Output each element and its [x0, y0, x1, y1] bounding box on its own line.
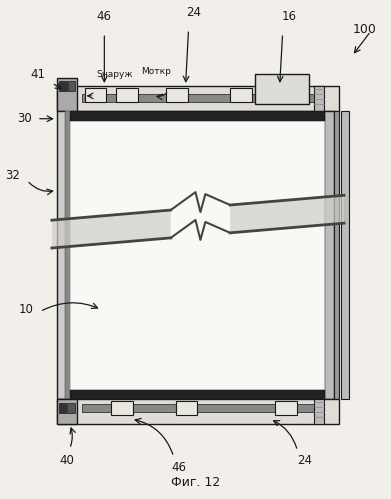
Bar	[57, 78, 77, 111]
Bar	[116, 88, 138, 102]
Bar	[176, 401, 197, 415]
Bar	[82, 404, 324, 412]
Text: 10: 10	[19, 303, 34, 316]
Bar	[166, 88, 188, 102]
Bar	[341, 111, 349, 399]
Bar	[70, 389, 324, 399]
Bar	[67, 403, 75, 413]
Bar	[59, 81, 67, 91]
Text: 41: 41	[30, 68, 45, 81]
Bar	[57, 399, 77, 424]
Bar	[57, 399, 339, 424]
Text: 30: 30	[17, 112, 32, 125]
Bar	[255, 74, 309, 104]
Text: 46: 46	[97, 10, 112, 23]
Polygon shape	[52, 210, 171, 248]
Bar	[314, 399, 324, 424]
Bar	[324, 111, 334, 399]
Bar	[275, 401, 296, 415]
Text: 46: 46	[171, 461, 186, 474]
Text: Mоткр: Mоткр	[141, 67, 171, 76]
Bar	[230, 88, 252, 102]
Bar	[70, 121, 324, 389]
Text: 40: 40	[59, 454, 74, 467]
Text: 32: 32	[5, 169, 20, 182]
Text: Фиг. 12: Фиг. 12	[171, 476, 220, 489]
Polygon shape	[230, 195, 344, 233]
Bar	[59, 403, 66, 413]
Bar	[70, 111, 324, 121]
Bar	[65, 111, 70, 399]
Bar	[57, 111, 65, 399]
Text: 24: 24	[297, 454, 312, 467]
Text: Sнаруж: Sнаруж	[97, 70, 133, 79]
Bar	[270, 88, 292, 102]
Bar	[68, 81, 75, 91]
Text: 100: 100	[353, 23, 377, 36]
Text: 16: 16	[282, 10, 297, 23]
Bar	[82, 94, 324, 102]
Bar	[334, 111, 339, 399]
Bar	[111, 401, 133, 415]
Bar	[57, 86, 339, 111]
Bar	[84, 88, 106, 102]
Text: 24: 24	[186, 6, 201, 19]
Bar	[314, 86, 324, 111]
